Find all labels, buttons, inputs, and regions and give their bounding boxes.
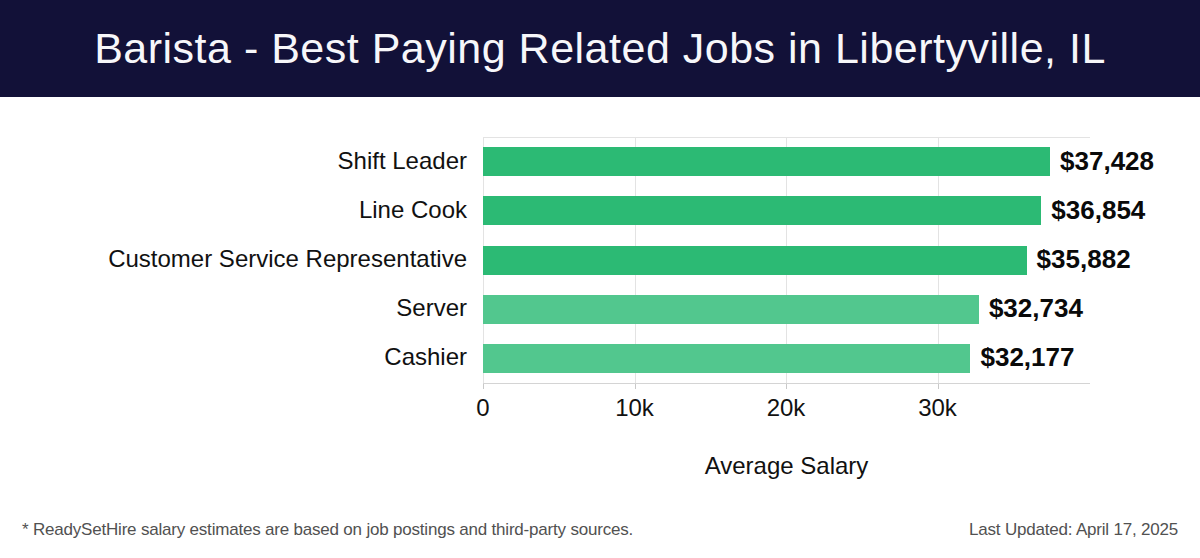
category-label: Cashier: [0, 343, 467, 371]
value-label: $32,177: [980, 342, 1074, 373]
x-axis-line: [483, 383, 1090, 384]
x-tick-label: 30k: [918, 394, 957, 422]
bar: [483, 344, 970, 373]
value-label: $32,734: [989, 293, 1083, 324]
category-label: Shift Leader: [0, 147, 467, 175]
bar: [483, 147, 1050, 176]
header-banner: Barista - Best Paying Related Jobs in Li…: [0, 0, 1200, 97]
footer-last-updated: Last Updated: April 17, 2025: [969, 520, 1178, 540]
infographic-page: Barista - Best Paying Related Jobs in Li…: [0, 0, 1200, 558]
category-label: Line Cook: [0, 196, 467, 224]
bar: [483, 196, 1041, 225]
x-axis-title: Average Salary: [483, 452, 1090, 480]
category-label: Customer Service Representative: [0, 245, 467, 273]
value-label: $36,854: [1051, 195, 1145, 226]
x-tick-label: 10k: [615, 394, 654, 422]
footer-disclaimer: * ReadySetHire salary estimates are base…: [22, 520, 633, 540]
page-title: Barista - Best Paying Related Jobs in Li…: [94, 24, 1106, 73]
bar: [483, 246, 1027, 275]
bar: [483, 295, 979, 324]
x-tick-label: 20k: [767, 394, 806, 422]
value-label: $37,428: [1060, 146, 1154, 177]
category-label: Server: [0, 294, 467, 322]
value-label: $35,882: [1037, 244, 1131, 275]
x-tick-label: 0: [476, 394, 489, 422]
